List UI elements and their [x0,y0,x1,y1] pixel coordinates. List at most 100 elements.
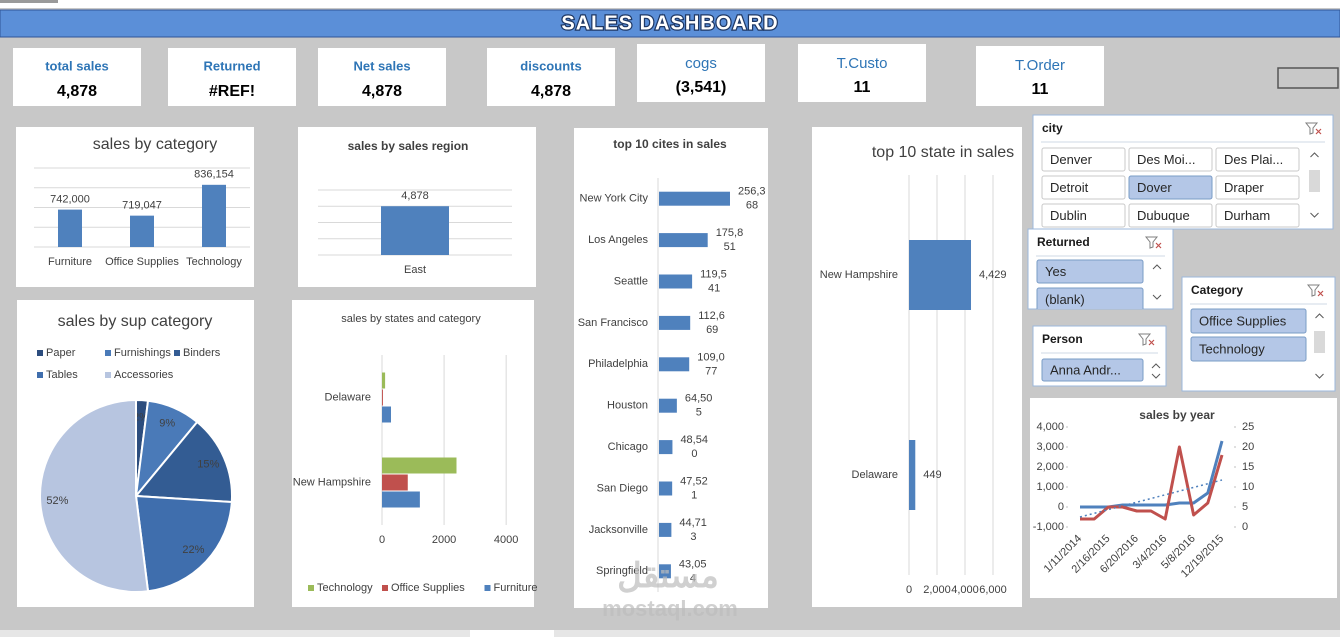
slicer-item-label[interactable]: Office Supplies [1199,313,1287,328]
clear-filter-x[interactable] [1317,290,1324,297]
clear-filter-x[interactable] [1155,242,1162,249]
bar [382,457,457,474]
bar [659,522,672,537]
slicer-item[interactable] [1128,203,1213,228]
legend-swatch [105,350,111,356]
slicer-item-label[interactable]: Denver [1050,152,1093,167]
slicer-item-label[interactable]: Technology [1199,341,1265,356]
y-tick-label: New Hampshire [820,269,898,281]
watermark-site: mostaql.com [602,596,738,621]
scroll-down[interactable] [1310,212,1319,218]
clear-filter-icon[interactable] [1304,122,1319,135]
x-tick-label: Technology [186,256,242,268]
y-tick-label: Philadelphia [588,358,649,370]
kpi-value: 11 [854,79,871,96]
slicer-item[interactable] [1215,203,1300,228]
x-tick-label: Office Supplies [105,256,179,268]
scroll-down[interactable] [1152,294,1162,300]
y-tick-label: 0 [1058,501,1064,513]
data-label: 64,50 5 [685,393,713,419]
y-tick-label: 2,000 [1036,461,1064,473]
slicer-item-label[interactable]: Yes [1045,264,1067,279]
legend-swatch [382,585,388,591]
slicer-item[interactable] [1036,287,1144,311]
data-label: 742,000 [50,194,90,206]
bar [659,398,677,413]
kpi-label: discounts [520,58,581,73]
slicer-title: Person [1042,332,1083,346]
kpi-label: total sales [45,58,109,73]
y2-tick-label: 20 [1242,441,1254,453]
kpi-card [637,44,765,102]
slicer-title: Category [1191,283,1243,297]
scroll-thumb[interactable] [1314,331,1325,353]
y-tick-label: 3,000 [1036,441,1064,453]
legend-swatch [37,372,43,378]
kpi-card [13,48,141,106]
chart-title: sales by category [93,136,218,153]
y-tick-label: Los Angeles [588,234,648,246]
kpi-label: Returned [203,58,260,73]
kpi-label: T.Order [1015,57,1065,74]
slicer-item[interactable] [1041,203,1126,228]
chart-panel [292,300,534,607]
legend-label: Tables [46,369,78,381]
slicer-item[interactable] [1215,147,1300,172]
y-tick-label: 1,000 [1036,481,1064,493]
x-tick-label: 4000 [494,534,518,546]
slicer-item-label[interactable]: Durham [1224,208,1270,223]
scroll-up[interactable] [1152,264,1162,270]
slicer-item-label[interactable]: Anna Andr... [1050,362,1121,377]
clear-filter-icon[interactable] [1137,333,1152,346]
scroll-up[interactable] [1310,152,1319,158]
slicer-item[interactable] [1190,308,1307,334]
slicer-item[interactable] [1215,175,1300,200]
clear-filter-x[interactable] [1315,128,1322,135]
slicer-item-label[interactable]: Des Moi... [1137,152,1196,167]
bar [382,372,386,389]
scroll-up[interactable] [1151,363,1161,369]
slicer-item-label[interactable]: (blank) [1045,292,1085,307]
data-label: 15% [197,459,219,471]
slicer-item[interactable] [1128,175,1213,200]
slicer-item[interactable] [1128,147,1213,172]
scroll-down[interactable] [1315,373,1324,379]
slicer-item-label[interactable]: Dover [1137,180,1172,195]
slicer-item[interactable] [1041,358,1144,382]
slicer-item[interactable] [1036,259,1144,284]
x-tick-label: East [404,264,426,276]
clear-filter-icon[interactable] [1144,236,1159,249]
x-tick-label: 2,000 [923,584,951,596]
chart-title: top 10 state in sales [872,144,1014,161]
clear-filter-x[interactable] [1148,339,1155,346]
kpi-value: 4,878 [531,83,571,100]
bar [382,406,392,423]
y-tick-label: 4,000 [1036,421,1064,433]
slicer-items: Denver Des Moi... Des Plai... Detroit Dover D… [1041,147,1300,228]
chart-title: sales by states and category [341,313,481,325]
bar [659,233,708,248]
legend-swatch [308,585,314,591]
clear-filter-icon[interactable] [1306,284,1321,297]
chart-panel [1030,398,1337,598]
scroll-down[interactable] [1151,373,1161,379]
bar [659,481,673,496]
slicer-item[interactable] [1041,175,1126,200]
legend-label: Accessories [114,369,174,381]
kpi-value: (3,541) [676,79,727,96]
y-tick-label: New Hampshire [293,476,371,488]
bar [130,215,154,247]
slicer-item-label[interactable]: Dublin [1050,208,1087,223]
pie-slice [133,420,233,504]
scroll-up[interactable] [1315,313,1324,319]
slicer-item-label[interactable]: Detroit [1050,180,1089,195]
slicer-item[interactable] [1041,147,1126,172]
x-tick-label: 2000 [432,534,456,546]
slicer: Category Office Supplies Technology [1181,276,1336,392]
slicer-item-label[interactable]: Draper [1224,180,1264,195]
slicer-item-label[interactable]: Dubuque [1137,208,1190,223]
slicer-item-label[interactable]: Des Plai... [1224,152,1283,167]
scroll-thumb[interactable] [1309,170,1320,192]
slicer-item[interactable] [1190,336,1307,362]
